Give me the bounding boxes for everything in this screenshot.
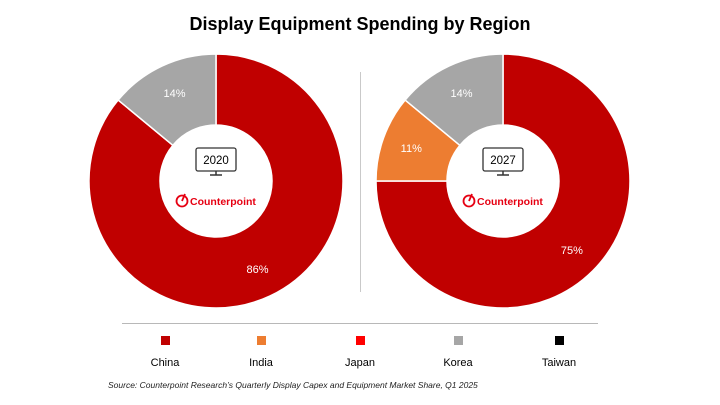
data-label-2027-korea: 14% [450, 88, 472, 100]
slice-2027-korea [404, 53, 504, 147]
brand-name: Counterpoint [190, 196, 256, 208]
legend-label: Korea [443, 357, 473, 369]
data-label-2027-india: 11% [401, 143, 422, 155]
chart-divider [360, 72, 361, 292]
counterpoint-logo-icon [175, 193, 189, 208]
legend-rule [122, 323, 598, 324]
legend-label: India [249, 357, 273, 369]
legend-label: Japan [345, 357, 375, 369]
monitor-icon [195, 147, 237, 176]
legend-label: Taiwan [541, 357, 577, 369]
data-label-2027-china: 75% [561, 245, 583, 257]
legend-swatch [453, 336, 463, 345]
year-label-2027: 2027 [490, 155, 516, 167]
legend-swatch [160, 336, 170, 345]
legend-swatch [355, 336, 365, 345]
slice-2020-korea [117, 53, 217, 147]
data-label-2020-china: 86% [246, 264, 268, 276]
source-note: Source: Counterpoint Research’s Quarterl… [108, 380, 478, 390]
legend-swatch [554, 336, 564, 345]
legend-item-taiwan: Taiwan [514, 336, 604, 369]
legend-item-china: China [120, 336, 210, 369]
slice-2027-china [375, 53, 631, 309]
legend-item-india: India [216, 336, 306, 369]
counterpoint-logo-icon [462, 193, 476, 208]
slice-2020-china [88, 53, 344, 309]
legend-swatch [256, 336, 266, 345]
year-label-2020: 2020 [203, 155, 229, 167]
chart-title: Display Equipment Spending by Region [189, 14, 531, 34]
legend-label: China [150, 357, 180, 369]
monitor-icon [482, 147, 524, 176]
data-label-2020-korea: 14% [163, 88, 185, 100]
brand-name: Counterpoint [477, 196, 543, 208]
legend-item-korea: Korea [413, 336, 503, 369]
charts-canvas: 86% 14% 2020 Counterpoint 75% 11% 14% 2027 Count… [88, 53, 631, 309]
legend-item-japan: Japan [315, 336, 405, 369]
